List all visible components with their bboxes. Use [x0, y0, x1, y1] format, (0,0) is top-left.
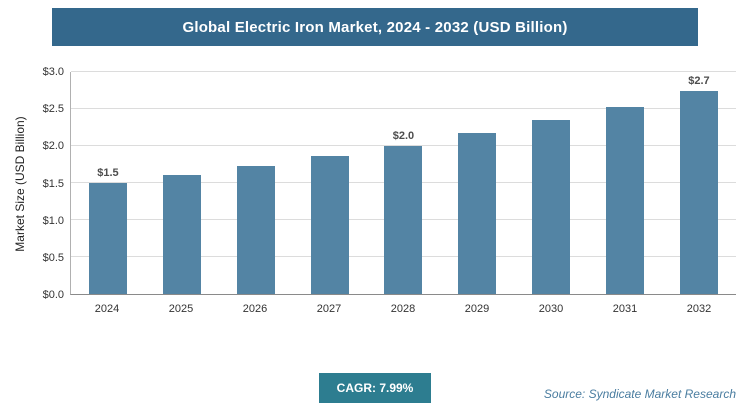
bar	[679, 91, 718, 294]
y-tick-label: $2.5	[42, 103, 64, 116]
x-tick-label: 2026	[242, 303, 268, 315]
bar-column	[440, 72, 514, 294]
y-tick-label: $2.0	[42, 140, 64, 153]
chart-region: Market Size (USD Billion) $0.0 $0.5 $1.0 $1…	[10, 66, 736, 363]
bar-column	[145, 72, 219, 294]
bar-value-label: $2.7	[688, 75, 710, 88]
x-tick-label: 2028	[390, 303, 416, 315]
y-tick-label: $1.0	[42, 214, 64, 227]
x-tick-label: 2032	[686, 303, 712, 315]
bar-series: $1.5 $2.0 $2.7	[71, 72, 736, 294]
plot-area: $1.5 $2.0 $2.7	[70, 71, 736, 295]
bar-column	[219, 72, 293, 294]
x-tick-label: 2031	[612, 303, 638, 315]
y-axis-ticks: $0.0 $0.5 $1.0 $1.5 $2.0 $2.5 $3.0	[30, 66, 70, 301]
x-tick-label: 2030	[538, 303, 564, 315]
gridline	[71, 71, 736, 72]
bar	[162, 174, 201, 294]
x-tick-label: 2024	[94, 303, 120, 315]
y-tick-label: $1.5	[42, 177, 64, 190]
y-axis-label: Market Size (USD Billion)	[13, 116, 27, 252]
x-tick-label: 2027	[316, 303, 342, 315]
bar-column	[293, 72, 367, 294]
bar-column	[514, 72, 588, 294]
bar	[384, 146, 423, 294]
plot-row: $0.0 $0.5 $1.0 $1.5 $2.0 $2.5 $3.0 $1.5 $2.0 $2.…	[30, 66, 736, 301]
bar-column: $1.5	[71, 72, 145, 294]
cagr-badge: CAGR: 7.99%	[318, 373, 432, 403]
bar-value-label: $2.0	[392, 130, 415, 143]
bar-value-label: $1.5	[97, 167, 119, 179]
bar-column: $2.0	[367, 72, 441, 294]
gridline	[71, 108, 736, 109]
bar	[310, 156, 349, 294]
footer: CAGR: 7.99% Source: Syndicate Market Res…	[0, 363, 750, 417]
y-axis-label-wrap: Market Size (USD Billion)	[10, 72, 30, 363]
plot-block: $0.0 $0.5 $1.0 $1.5 $2.0 $2.5 $3.0 $1.5 $2.0 $2.…	[30, 66, 736, 363]
y-tick-label: $3.0	[42, 66, 64, 78]
source-attribution: Source: Syndicate Market Research	[543, 387, 736, 401]
bar-column: $2.7	[662, 72, 736, 294]
bar	[88, 183, 127, 294]
y-tick-label: $0.5	[42, 251, 64, 264]
bar	[606, 106, 645, 294]
x-axis-labels: 2024 2025 2026 2027 2028 2029 2030 2031 2032	[70, 303, 736, 315]
bar	[532, 120, 571, 294]
gridline	[71, 145, 736, 147]
bar	[458, 133, 497, 294]
chart-title: Global Electric Iron Market, 2024 - 2032…	[52, 8, 698, 46]
y-tick-label: $0.0	[42, 289, 64, 301]
bar-column	[588, 72, 662, 294]
bar	[236, 165, 275, 294]
x-tick-label: 2029	[464, 303, 490, 315]
x-tick-label: 2025	[168, 303, 194, 315]
